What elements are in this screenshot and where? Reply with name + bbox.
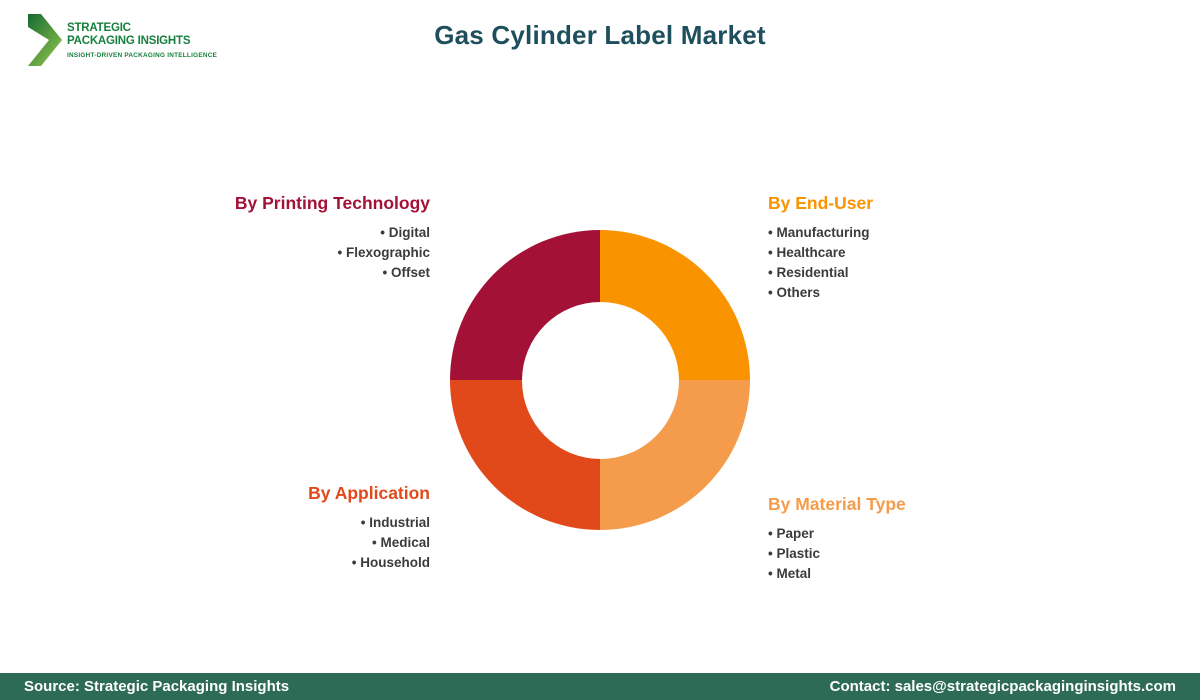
page-title: Gas Cylinder Label Market [434,20,766,50]
segment-item-list: Industrial Medical Household [308,513,430,573]
footer-bar: Source: Strategic Packaging Insights Con… [0,673,1200,700]
list-item: Paper [768,524,906,544]
segment-item-list: Manufacturing Healthcare Residential Oth… [768,223,873,303]
list-item: Flexographic [235,243,430,263]
segment-group-printing-technology: By Printing Technology Digital Flexograp… [235,193,430,283]
donut-hole [521,301,679,459]
list-item: Plastic [768,544,906,564]
logo-name-line1: STRATEGIC [67,22,131,34]
footer-source: Source: Strategic Packaging Insights [24,678,290,695]
segment-group-application: By Application Industrial Medical Househ… [308,483,430,573]
segment-item-list: Paper Plastic Metal [768,524,906,584]
segment-heading: By Printing Technology [234,193,430,213]
list-item: Household [308,553,430,573]
list-item: Digital [235,223,430,243]
donut-chart [450,230,750,530]
logo-text: STRATEGIC PACKAGING INSIGHTS INSIGHT-DRI… [67,22,217,59]
segment-group-material-type: By Material Type Paper Plastic Metal [768,494,906,584]
logo-name-line2: PACKAGING INSIGHTS [67,35,191,47]
footer-contact: Contact: sales@strategicpackaginginsight… [829,678,1176,695]
logo-tagline: INSIGHT-DRIVEN PACKAGING INTELLIGENCE [67,52,218,59]
segment-item-list: Digital Flexographic Offset [235,223,430,283]
segment-heading: By Material Type [768,494,906,514]
segment-heading: By Application [308,483,430,503]
logo-chevron-icon [28,14,62,66]
list-item: Metal [768,564,906,584]
list-item: Medical [308,533,430,553]
list-item: Residential [768,263,873,283]
logo: STRATEGIC PACKAGING INSIGHTS INSIGHT-DRI… [28,13,217,67]
segment-group-end-user: By End-User Manufacturing Healthcare Res… [768,193,873,303]
list-item: Manufacturing [768,223,873,243]
list-item: Industrial [308,513,430,533]
list-item: Others [768,283,873,303]
segment-heading: By End-User [768,193,874,213]
list-item: Offset [235,263,430,283]
list-item: Healthcare [768,243,873,263]
